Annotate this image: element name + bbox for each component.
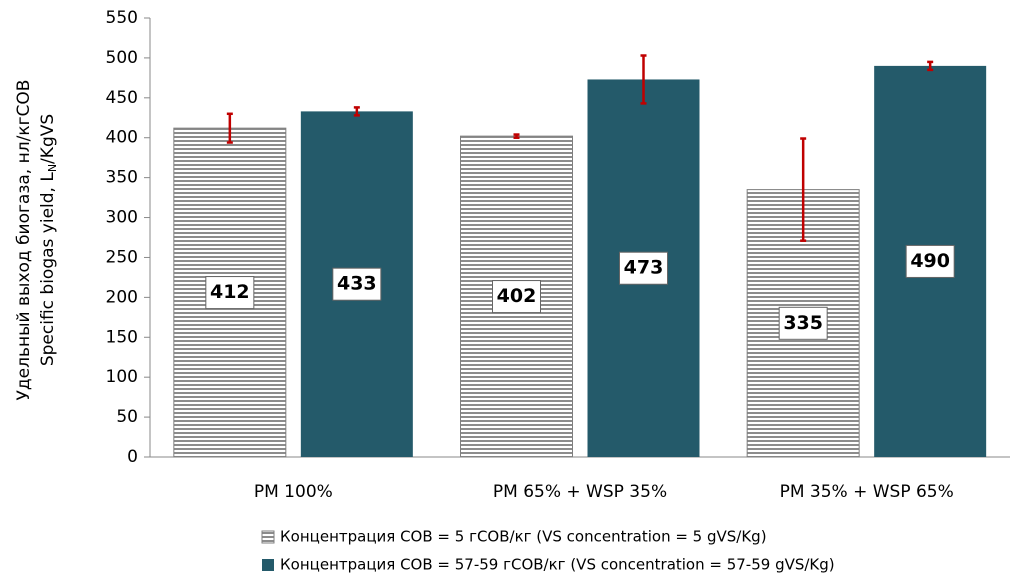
data-label: 490 [910, 250, 950, 272]
y-tick-label: 150 [106, 327, 138, 347]
y-label-2: Specific biogas yield, LN/KgVS [38, 114, 59, 366]
data-label-box [332, 267, 382, 301]
data-label-box [905, 244, 955, 278]
y-tick-label: 400 [106, 128, 138, 148]
legend-swatch [261, 530, 275, 544]
legend-swatch [262, 559, 274, 571]
y-tick-label: 200 [106, 287, 138, 307]
legend-label: Концентрация СОВ = 57-59 гСОВ/кг (VS con… [280, 556, 835, 574]
y-label-1: Удельный выход биогаза, нл/кгСОВ [14, 80, 34, 401]
y-label-2b: N [46, 164, 59, 172]
y-tick-label: 0 [127, 447, 138, 467]
y-tick-label: 100 [106, 367, 138, 387]
y-tick-label: 550 [106, 8, 138, 28]
y-tick-label: 300 [106, 208, 138, 228]
y-tick-label: 350 [106, 168, 138, 188]
data-label: 335 [783, 312, 823, 334]
data-label: 473 [624, 257, 664, 279]
data-label-box [492, 280, 541, 314]
data-label: 433 [337, 273, 377, 295]
y-axis-title: Удельный выход биогаза, нл/кгСОВ Specifi… [14, 80, 59, 401]
y-label-2a: Specific biogas yield, L [38, 172, 58, 367]
legend-label: Концентрация СОВ = 5 гСОВ/кг (VS concent… [280, 528, 767, 546]
data-label: 412 [210, 281, 250, 303]
x-tick-label: PM 35% + WSP 65% [780, 482, 954, 502]
data-label-box [205, 276, 255, 310]
data-label-box [778, 306, 828, 340]
y-tick-label: 50 [116, 407, 138, 427]
y-tick-label: 450 [106, 88, 138, 108]
y-tick-label: 250 [106, 247, 138, 267]
x-tick-label: PM 100% [254, 482, 333, 502]
data-label-box [619, 251, 668, 285]
x-tick-label: PM 65% + WSP 35% [493, 482, 667, 502]
y-tick-label: 500 [106, 48, 138, 68]
y-label-2c: /KgVS [38, 114, 58, 164]
data-label: 402 [497, 285, 537, 307]
